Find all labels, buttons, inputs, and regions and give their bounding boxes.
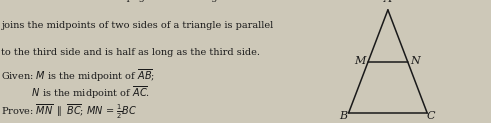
Text: C: C — [427, 111, 435, 121]
Text: A: A — [384, 0, 392, 4]
Text: M: M — [354, 56, 365, 67]
Text: . Prove Theorem 5-11 on page 178: The segment that: . Prove Theorem 5-11 on page 178: The se… — [1, 0, 266, 2]
Text: N: N — [410, 56, 420, 67]
Text: to the third side and is half as long as the third side.: to the third side and is half as long as… — [1, 48, 260, 57]
Text: Prove: $\overline{MN}$ $\parallel$ $\overline{BC}$; $MN$ = $\frac{1}{2}BC$: Prove: $\overline{MN}$ $\parallel$ $\ove… — [1, 102, 138, 121]
Text: joins the midpoints of two sides of a triangle is parallel: joins the midpoints of two sides of a tr… — [1, 21, 273, 30]
Text: B: B — [340, 111, 348, 121]
Text: $N$ is the midpoint of $\overline{AC}$.: $N$ is the midpoint of $\overline{AC}$. — [1, 85, 151, 101]
Text: Given: $M$ is the midpoint of $\overline{AB}$;: Given: $M$ is the midpoint of $\overline… — [1, 67, 156, 84]
